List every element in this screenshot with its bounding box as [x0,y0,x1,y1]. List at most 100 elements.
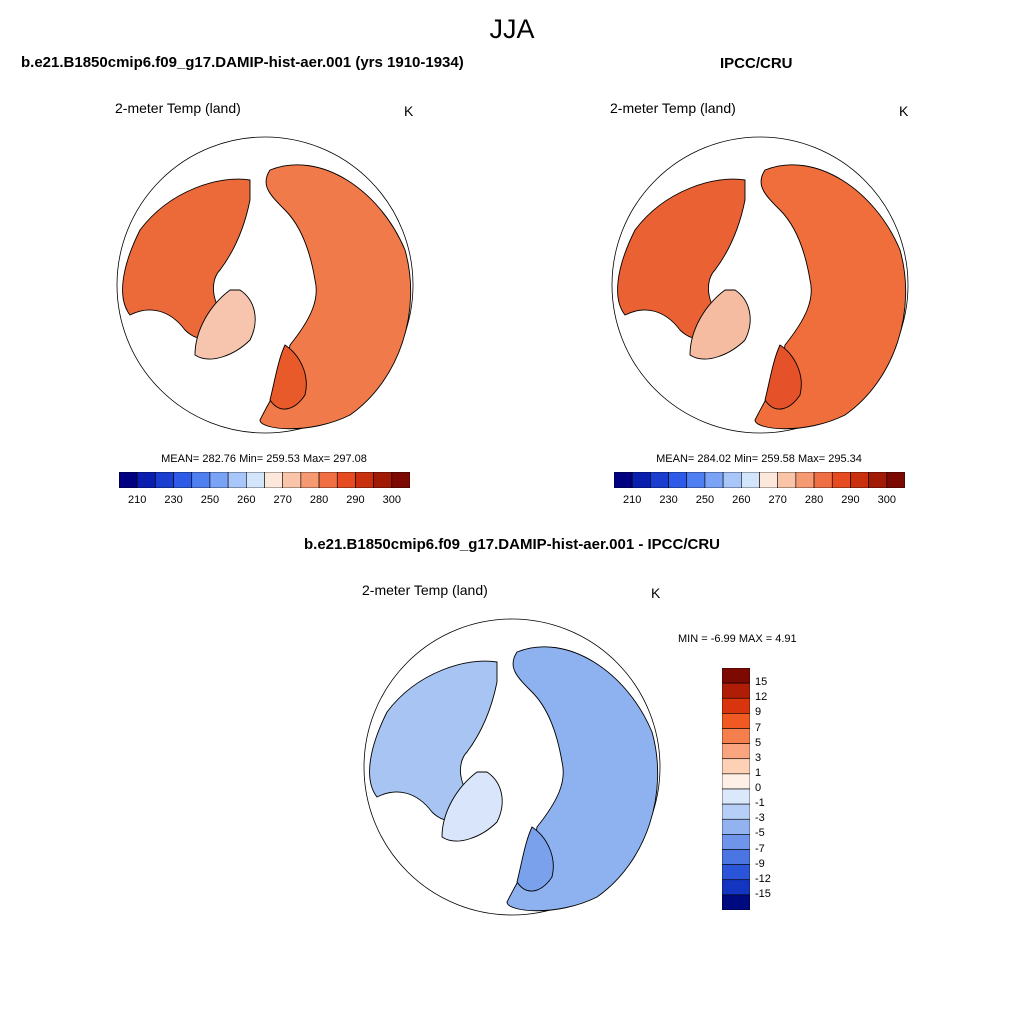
units-label-diff: K [651,585,661,601]
colorbar-swatch [722,864,750,881]
colorbar-swatch [722,894,750,910]
season-title: JJA [489,14,535,44]
colorbar-tick-label: -12 [755,872,771,885]
colorbar-tick-label: -9 [755,857,765,870]
land-mass [369,660,498,822]
stats-obs: MEAN= 284.02 Min= 259.58 Max= 295.34 [656,453,862,465]
colorbar-swatch [722,697,750,714]
colorbar-swatch [136,472,156,488]
colorbar-tick-label: 270 [273,494,292,506]
colorbar-swatch [722,773,750,790]
land-field-model [122,164,412,430]
colorbar-diff [722,668,750,910]
colorbar-swatch [722,758,750,775]
colorbar-tick-label: 300 [877,494,896,506]
colorbar-obs [614,472,905,488]
land-mass [516,826,554,892]
colorbar-swatch [886,472,905,488]
colorbar-tick-label: 210 [623,494,642,506]
colorbar-swatch [300,472,320,488]
colorbar-swatch [631,472,651,488]
colorbar-tick-label: 280 [804,494,824,506]
stats-diff: MIN = -6.99 MAX = 4.91 [678,633,797,645]
colorbar-swatch [722,834,750,850]
colorbar-tick-label: 12 [755,691,768,704]
variable-label-model: 2-meter Temp (land) [115,100,241,116]
colorbar-swatch [191,472,211,488]
variable-label-diff: 2-meter Temp (land) [362,582,488,598]
stats-model: MEAN= 282.76 Min= 259.53 Max= 297.08 [161,453,367,465]
colorbar-swatch [777,472,797,488]
colorbar-swatch [614,472,633,488]
colorbar-swatch [336,472,356,488]
polar-map-diff [363,618,661,916]
panel-title-obs: IPCC/CRU [720,55,793,72]
colorbar-tick-label: 280 [309,494,329,506]
land-field-diff [369,646,659,912]
colorbar-swatch [813,472,833,488]
colorbar-swatch [722,728,750,744]
colorbar-tick-label: 260 [237,494,256,506]
land-mass [617,178,746,340]
colorbar-swatch [759,472,778,488]
colorbar-swatch [227,472,247,488]
colorbar-model [119,472,410,488]
colorbar-tick-label: 210 [128,494,147,506]
colorbar-swatch [722,668,750,684]
colorbar-tick-label: 7 [755,721,762,734]
land-mass [194,289,256,360]
colorbar-swatch [722,849,750,865]
colorbar-swatch [173,472,193,488]
colorbar-tick-label: 260 [732,494,751,506]
colorbar-tick-label: 1 [755,766,762,779]
land-mass [122,178,251,340]
colorbar-tick-label: -1 [755,797,765,810]
colorbar-tick-label: -7 [755,842,765,855]
colorbar-swatch [722,879,750,896]
colorbar-swatch [722,788,750,805]
colorbar-swatch [722,803,750,820]
colorbar-tick-label: 5 [755,736,762,749]
colorbar-swatch [650,472,669,488]
colorbar-tick-label: -5 [755,827,765,840]
colorbar-labels-diff: 15 12 9 7 5 3 1 0 -1 -3 -5 -7 -9 -12 -15 [755,668,795,910]
colorbar-swatch [373,472,393,488]
colorbar-tick-label: 250 [695,494,715,506]
colorbar-swatch [722,472,742,488]
colorbar-swatch [155,472,174,488]
panel-title-model: b.e21.B1850cmip6.f09_g17.DAMIP-hist-aer.… [21,54,464,71]
colorbar-tick-label: 300 [382,494,401,506]
variable-label-obs: 2-meter Temp (land) [610,100,736,116]
land-mass [689,289,751,360]
colorbar-tick-label: 0 [755,782,762,794]
colorbar-tick-label: -3 [755,812,765,825]
land-mass [269,344,307,410]
colorbar-swatch [722,682,750,699]
colorbar-swatch [282,472,302,488]
land-mass [441,771,503,842]
colorbar-swatch [831,472,851,488]
colorbar-swatch [850,472,869,488]
units-label-obs: K [899,103,909,119]
polar-map-model [116,136,414,434]
colorbar-swatch [686,472,706,488]
colorbar-swatch [795,472,815,488]
colorbar-swatch [391,472,410,488]
colorbar-tick-label: -15 [755,887,771,900]
colorbar-tick-label: 290 [841,494,860,506]
colorbar-swatch [355,472,374,488]
colorbar-tick-label: 3 [755,751,762,764]
colorbar-swatch [722,743,750,760]
colorbar-swatch [868,472,888,488]
land-mass [764,344,802,410]
colorbar-swatch [668,472,688,488]
difference-title: b.e21.B1850cmip6.f09_g17.DAMIP-hist-aer.… [304,536,720,553]
units-label-model: K [404,103,414,119]
colorbar-swatch [722,818,750,835]
colorbar-swatch [318,472,338,488]
land-field-obs [617,164,907,430]
colorbar-swatch [722,713,750,729]
colorbar-swatch [264,472,283,488]
colorbar-swatch [119,472,138,488]
colorbar-tick-label: 230 [659,494,678,506]
